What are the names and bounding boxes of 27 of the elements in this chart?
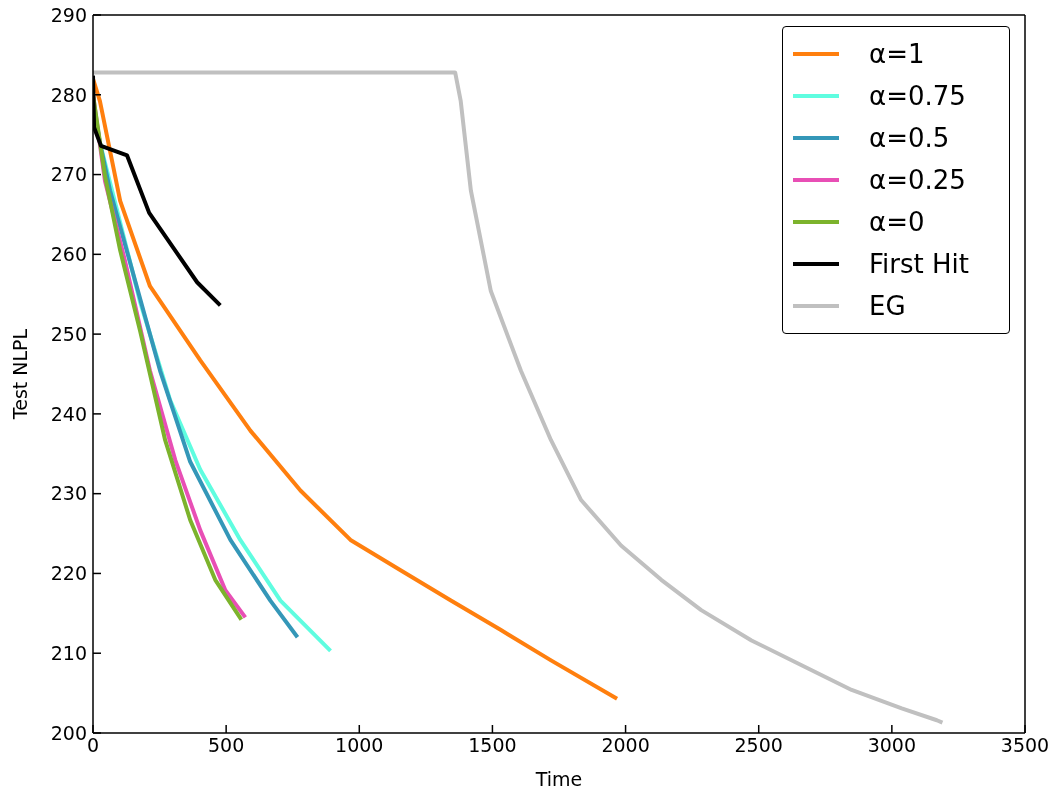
x-tick-label: 500 — [208, 734, 245, 757]
y-tick-label: 250 — [50, 322, 87, 345]
legend-label: α=0.5 — [869, 123, 950, 153]
legend-label: α=0.25 — [869, 165, 966, 195]
y-tick-label: 200 — [50, 721, 87, 744]
x-tick-label: 3000 — [867, 734, 917, 757]
x-tick-label: 2500 — [734, 734, 783, 757]
y-tick-label: 240 — [50, 402, 87, 425]
x-tick-label: 2000 — [601, 734, 650, 757]
y-tick-label: 270 — [50, 163, 87, 186]
x-tick-label: 0 — [86, 734, 100, 757]
y-tick-label: 220 — [50, 562, 87, 585]
y-tick-label: 210 — [50, 641, 87, 664]
y-tick-label: 290 — [50, 3, 87, 26]
y-tick-label: 260 — [50, 243, 87, 266]
y-tick-label: 230 — [50, 482, 87, 505]
legend-label: α=0 — [869, 207, 925, 237]
legend-label: First Hit — [869, 249, 969, 279]
x-axis-title: Time — [534, 768, 583, 790]
legend-label: α=0.75 — [869, 81, 966, 111]
x-tick-label: 3500 — [1000, 734, 1050, 757]
y-axis-title: Test NLPL — [8, 328, 31, 421]
x-tick-label: 1500 — [468, 734, 517, 757]
x-tick-label: 1000 — [335, 734, 384, 757]
legend-label: α=1 — [869, 39, 925, 69]
y-tick-label: 280 — [50, 83, 87, 106]
legend-label: EG — [869, 291, 906, 321]
